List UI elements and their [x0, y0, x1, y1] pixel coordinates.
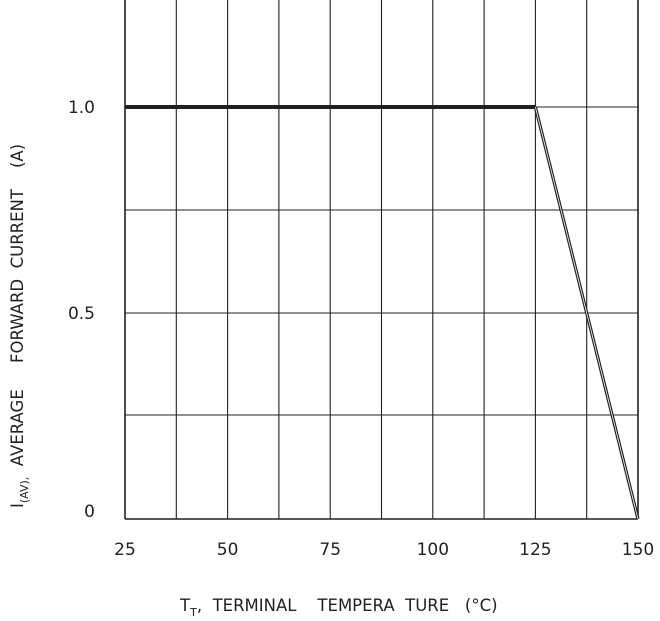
y-tick-label: 1.0 — [68, 98, 95, 118]
y-axis-title-main: I — [8, 503, 27, 508]
x-axis-title-subscript: T — [189, 606, 197, 619]
y-axis-title-rest: AVERAGE FORWARD CURRENT (A) — [8, 144, 27, 477]
y-axis-title-subscript: (AV), — [18, 477, 31, 503]
x-axis-title: TT, TERMINAL TEMPERA TURE (°C) — [179, 596, 498, 619]
x-axis-title-main: T — [179, 596, 191, 615]
y-axis-title: I(AV), AVERAGE FORWARD CURRENT (A) — [8, 144, 31, 508]
y-tick-label: 0.5 — [68, 304, 95, 324]
x-tick-label: 100 — [417, 540, 449, 560]
x-tick-label: 125 — [519, 540, 551, 560]
curve-segment-highlight — [535, 106, 639, 520]
x-tick-label: 25 — [114, 540, 136, 560]
x-tick-label: 150 — [622, 540, 654, 560]
derating-curve — [125, 105, 640, 520]
y-tick-label: 0 — [84, 502, 95, 522]
grid — [124, 0, 639, 520]
x-tick-labels: 25 50 75 100 125 150 — [114, 540, 654, 560]
x-tick-label: 50 — [217, 540, 239, 560]
y-tick-labels: 0 0.5 1.0 — [68, 98, 95, 522]
x-tick-label: 75 — [319, 540, 341, 560]
x-axis-title-rest: , TERMINAL TEMPERA TURE (°C) — [197, 596, 498, 615]
